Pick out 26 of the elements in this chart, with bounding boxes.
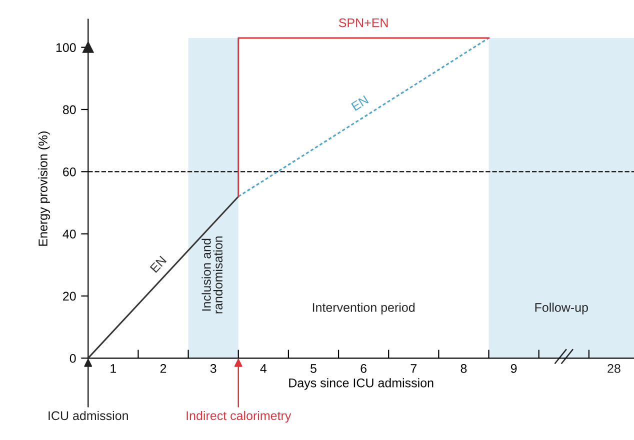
annotation: ICU admission [48, 410, 128, 420]
y-axis-title: Energy provision (%) [38, 132, 50, 246]
text: 28 [608, 364, 620, 373]
text: EN [150, 256, 167, 273]
x-tick-label: 9 [510, 364, 517, 373]
x-tick-label: 1 [110, 364, 116, 373]
y-tick-label: 60 [63, 167, 76, 176]
x-tick-label: 3 [210, 364, 216, 373]
x-axis-title: Days since ICU admission [289, 378, 434, 390]
x-tick-label: 5 [310, 364, 316, 373]
annotation: Intervention period [312, 302, 415, 314]
y-tick-label: 100 [56, 43, 76, 52]
band-label: Inclusion and randomisation [202, 236, 223, 314]
text: EN [351, 95, 369, 111]
x-tick-label: 2 [160, 364, 166, 373]
x-tick-label: 6 [360, 364, 366, 373]
annotation: Indirect calorimetry [186, 410, 292, 423]
series-label: SPN+EN [338, 18, 388, 28]
y-tick-label: 40 [62, 230, 76, 238]
y-tick-label: 0 [70, 354, 76, 363]
x-tick-label: 7 [410, 364, 416, 373]
x-tick-label: 4 [260, 364, 267, 373]
x-tick-label: 8 [460, 364, 467, 373]
band-label: Follow-up [535, 302, 588, 314]
y-tick-label: 80 [62, 105, 76, 114]
y-tick-label: 20 [63, 292, 76, 301]
